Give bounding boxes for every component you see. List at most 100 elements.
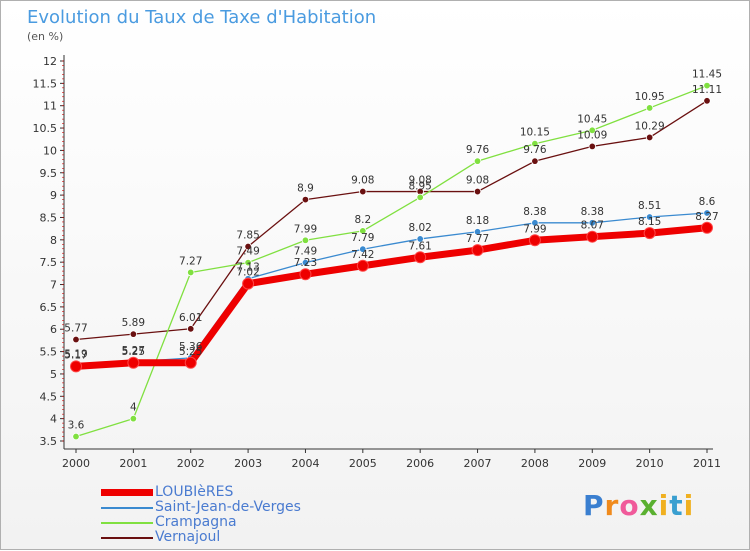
y-tick-label: 11.5 — [33, 77, 58, 90]
data-point — [645, 133, 654, 142]
data-point — [531, 157, 539, 165]
data-point — [703, 97, 711, 105]
data-point — [359, 227, 367, 235]
y-tick-label: 4 — [50, 413, 57, 426]
legend-swatch — [101, 506, 153, 509]
y-tick-label: 10 — [43, 144, 57, 157]
data-label: 7.13 — [236, 262, 259, 274]
data-label: 4 — [130, 402, 137, 414]
series-line — [75, 212, 708, 367]
series-line — [75, 100, 708, 341]
data-label: 5.89 — [122, 317, 145, 329]
data-point — [416, 235, 424, 243]
data-point — [643, 227, 656, 240]
data-point — [473, 187, 482, 196]
data-point — [244, 242, 252, 251]
data-label: 9.08 — [466, 175, 489, 187]
data-label: 8.02 — [408, 222, 431, 234]
y-tick-label: 10.5 — [33, 122, 58, 135]
y-tick-label: 6.5 — [40, 301, 58, 314]
data-point — [356, 259, 369, 272]
data-point — [414, 251, 427, 264]
data-point — [645, 213, 654, 221]
data-point — [187, 325, 195, 333]
data-label: 9.76 — [523, 144, 547, 156]
y-tick-label: 7 — [50, 279, 57, 292]
data-label: 7.61 — [408, 240, 431, 252]
legend-item: Saint-Jean-de-Verges — [101, 500, 301, 515]
data-label: 10.15 — [520, 127, 550, 139]
data-point — [359, 245, 367, 253]
chart-subtitle: (en %) — [27, 30, 64, 43]
x-tick-label: 2007 — [464, 457, 492, 470]
data-point — [531, 219, 539, 227]
legend-label: Vernajoul — [155, 529, 221, 545]
data-point — [72, 335, 80, 344]
data-label: 5.25 — [179, 346, 202, 358]
data-label: 11.45 — [692, 69, 722, 81]
data-label: 7.49 — [236, 246, 259, 258]
data-label: 6.01 — [179, 312, 202, 324]
x-tick-label: 2000 — [62, 457, 90, 470]
x-tick-label: 2002 — [177, 457, 205, 470]
data-point — [129, 414, 138, 423]
data-point — [242, 277, 255, 290]
y-tick-label: 6 — [50, 323, 57, 336]
x-tick-label: 2003 — [234, 457, 262, 470]
data-label: 3.6 — [68, 420, 85, 432]
x-tick-label: 2009 — [578, 457, 606, 470]
data-label: 7.77 — [466, 233, 489, 245]
chart-title: Evolution du Taux de Taxe d'Habitation — [27, 7, 377, 28]
data-point — [531, 140, 539, 148]
data-label: 8.27 — [695, 211, 718, 223]
data-point — [588, 126, 596, 134]
data-point — [244, 258, 252, 267]
data-point — [301, 236, 310, 244]
data-label: 8.2 — [354, 214, 371, 226]
data-label: 7.23 — [294, 257, 317, 269]
data-label: 10.09 — [577, 129, 607, 141]
y-tick-label: 8 — [50, 234, 57, 247]
data-label: 7.02 — [236, 267, 259, 279]
data-point — [184, 356, 197, 369]
data-label: 8.9 — [297, 183, 314, 195]
y-tick-label: 9.5 — [40, 167, 58, 180]
data-label: 7.42 — [351, 249, 374, 261]
legend-label: Saint-Jean-de-Verges — [155, 499, 301, 515]
x-tick-label: 2005 — [349, 457, 377, 470]
data-label: 5.36 — [179, 341, 203, 353]
data-point — [473, 157, 482, 165]
x-tick-label: 2006 — [406, 457, 434, 470]
x-tick-label: 2010 — [636, 457, 664, 470]
data-label: 5.77 — [64, 323, 87, 335]
data-label: 8.38 — [523, 206, 546, 218]
data-label: 8.15 — [638, 216, 661, 228]
data-label: 5.27 — [122, 345, 145, 357]
data-label: 7.49 — [294, 246, 317, 258]
data-point — [703, 209, 711, 217]
data-point — [416, 193, 424, 202]
y-tick-label: 8.5 — [40, 211, 58, 224]
y-tick-label: 3.5 — [40, 435, 58, 448]
data-label: 5.25 — [122, 346, 145, 358]
legend-swatch — [101, 536, 153, 539]
x-tick-label: 2011 — [693, 457, 721, 470]
data-point — [586, 230, 599, 243]
y-tick-label: 9 — [50, 189, 57, 202]
legend-label: Crampagna — [155, 514, 237, 530]
legend-swatch — [101, 521, 153, 524]
x-tick-label: 2008 — [521, 457, 549, 470]
x-tick-label: 2001 — [119, 457, 147, 470]
data-label: 8.95 — [408, 180, 431, 192]
data-point — [703, 81, 711, 90]
data-point — [187, 268, 195, 277]
data-point — [301, 258, 310, 267]
data-label: 8.07 — [581, 220, 604, 232]
data-label: 8.51 — [638, 200, 661, 212]
x-tick-label: 2004 — [291, 457, 319, 470]
data-label: 7.99 — [523, 223, 546, 235]
proxiti-logo: Proxiti — [583, 489, 695, 522]
data-point — [528, 234, 541, 247]
data-point — [70, 360, 82, 373]
